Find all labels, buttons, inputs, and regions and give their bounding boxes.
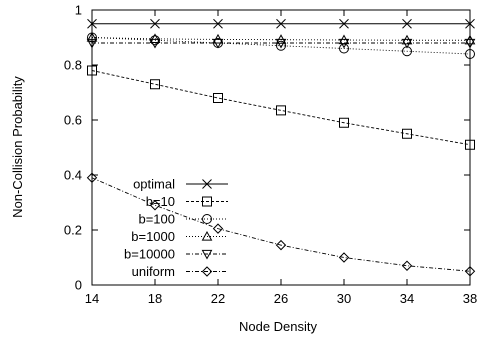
data-point-uniform bbox=[275, 239, 287, 251]
data-point-b-10000 bbox=[275, 38, 287, 49]
x-tick-label: 26 bbox=[274, 291, 288, 306]
data-point-b-10 bbox=[402, 128, 412, 139]
legend-label-b-100: b=100 bbox=[138, 212, 175, 227]
data-point-optimal-stroke bbox=[213, 18, 223, 29]
data-point-b-10000 bbox=[401, 38, 413, 49]
x-tick-label: 18 bbox=[148, 291, 162, 306]
legend-marker-uniform bbox=[201, 266, 213, 277]
data-point-optimal bbox=[150, 18, 160, 29]
x-axis-title: Node Density bbox=[239, 319, 318, 334]
x-tick-label: 22 bbox=[211, 291, 225, 306]
data-point-uniform bbox=[401, 260, 413, 271]
data-point-optimal-stroke bbox=[150, 18, 160, 29]
legend-label-optimal: optimal bbox=[133, 177, 175, 192]
data-point-b-1000 bbox=[149, 33, 161, 43]
data-point-b-10000 bbox=[149, 38, 161, 49]
data-point-b-10 bbox=[213, 93, 223, 103]
data-point-b-10 bbox=[339, 117, 349, 128]
data-point-optimal bbox=[339, 18, 349, 29]
x-tick-label: 14 bbox=[85, 291, 99, 306]
legend-marker-optimal-stroke bbox=[202, 179, 212, 189]
data-point-optimal-stroke bbox=[276, 18, 286, 29]
plot-layer bbox=[86, 18, 476, 277]
legend-label-b-10000: b=10000 bbox=[124, 247, 175, 262]
data-point-uniform bbox=[149, 200, 161, 211]
legend-label-uniform: uniform bbox=[132, 264, 175, 279]
y-axis-title: Non-Collision Probability bbox=[10, 76, 25, 218]
data-point-b-10 bbox=[150, 79, 160, 90]
y-tick-label: 1 bbox=[75, 3, 82, 18]
data-point-b-100 bbox=[276, 40, 286, 51]
data-point-uniform bbox=[212, 223, 224, 234]
legend: optimal b=10 b=100 b=1000 b=10000 uniform bbox=[124, 177, 228, 279]
data-point-b-10000 bbox=[338, 38, 350, 49]
data-point-optimal bbox=[402, 18, 412, 29]
legend-marker-b-10 bbox=[202, 196, 212, 207]
legend-marker-b-100 bbox=[202, 214, 212, 224]
y-tick-label: 0.2 bbox=[64, 223, 82, 238]
data-point-optimal bbox=[276, 18, 286, 29]
y-tick-label: 0.4 bbox=[64, 168, 82, 183]
data-point-optimal-stroke bbox=[339, 18, 349, 29]
y-tick-label: 0 bbox=[75, 278, 82, 293]
axes-layer: 14 18 22 26 30 34 38 0 0.2 0.4 0.6 0.8 1 bbox=[64, 3, 477, 307]
legend-marker-b-10000 bbox=[201, 249, 213, 260]
legend-label-b-10: b=10 bbox=[146, 194, 175, 209]
series-line-uniform bbox=[91, 177, 471, 272]
x-tick-label: 38 bbox=[463, 291, 477, 306]
y-tick-label: 0.8 bbox=[64, 58, 82, 73]
data-point-b-10 bbox=[276, 105, 286, 116]
legend-marker-optimal bbox=[202, 179, 212, 189]
series-line-b-100 bbox=[91, 37, 471, 55]
x-tick-label: 30 bbox=[337, 291, 351, 306]
y-tick-label: 0.6 bbox=[64, 113, 82, 128]
data-point-b-10000 bbox=[212, 38, 224, 49]
legend-label-b-1000: b=1000 bbox=[131, 229, 175, 244]
data-point-optimal-stroke bbox=[402, 18, 412, 29]
data-point-optimal bbox=[213, 18, 223, 29]
x-tick-label: 34 bbox=[400, 291, 414, 306]
data-point-uniform bbox=[338, 252, 350, 263]
series-line-b-10 bbox=[91, 70, 471, 146]
legend-marker-b-1000 bbox=[201, 230, 213, 241]
